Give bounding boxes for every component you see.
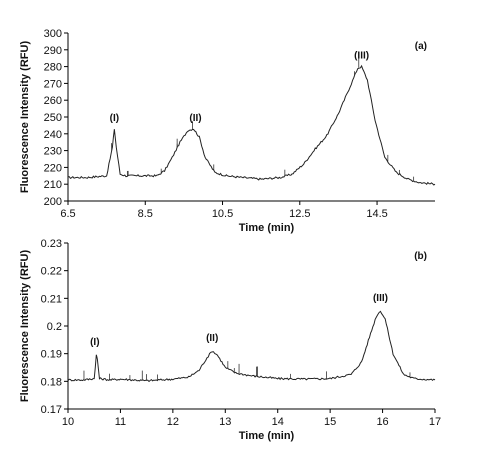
y-tick-label: 0.21 — [41, 293, 62, 305]
y-tick-label: 250 — [44, 112, 62, 124]
x-tick-label: 11 — [115, 416, 126, 428]
panel-label: (a) — [415, 41, 427, 52]
x-tick-label: 16 — [376, 416, 388, 428]
y-tick-label: 0.19 — [41, 349, 62, 361]
x-tick-label: 10 — [62, 416, 74, 428]
x-tick-label: 14 — [272, 416, 284, 428]
y-tick-label: 0.23 — [41, 238, 62, 250]
y-tick-label: 0.18 — [41, 376, 62, 388]
x-tick-label: 17 — [429, 416, 441, 428]
peak-label: (III) — [354, 51, 369, 62]
x-tick-label: 14.5 — [366, 208, 387, 220]
peak-label: (II) — [206, 333, 218, 344]
y-tick-label: 290 — [44, 45, 62, 57]
x-axis-label: Time (min) — [239, 430, 295, 442]
x-tick-label: 10.5 — [212, 208, 233, 220]
y-tick-label: 300 — [44, 28, 62, 40]
chromatogram-trace — [67, 310, 436, 383]
y-tick-label: 200 — [44, 196, 62, 208]
chromatogram-trace — [67, 64, 436, 186]
panel-label: (b) — [414, 251, 427, 262]
panel-a: 200 210 220 230 240 250 260 270 280 290 300 6.5 8.5 1… — [19, 28, 436, 234]
x-tick-label: 13 — [219, 416, 231, 428]
x-tick-label: 6.5 — [60, 208, 75, 220]
y-tick-label: 240 — [44, 129, 62, 141]
y-axis-label: Fluorescence Intensity (RFU) — [19, 41, 31, 194]
x-axis-label: Time (min) — [239, 222, 295, 234]
y-tick-label: 210 — [44, 179, 62, 191]
y-tick-label: 0.22 — [41, 266, 62, 278]
y-tick-label: 280 — [44, 62, 62, 74]
panel-b: 0.17 0.18 0.19 0.2 0.21 0.22 0.23 10 11 12 13 14 15 1… — [19, 238, 441, 442]
y-tick-label: 260 — [44, 95, 62, 107]
peak-label: (II) — [189, 113, 201, 124]
peak-label: (I) — [90, 337, 99, 348]
y-tick-label: 230 — [44, 146, 62, 158]
x-tick-label: 12 — [167, 416, 179, 428]
y-tick-label: 270 — [44, 78, 62, 90]
y-tick-label: 220 — [44, 162, 62, 174]
peak-label: (I) — [110, 113, 119, 124]
y-axis-label: Fluorescence Intensity (RFU) — [19, 250, 31, 403]
peak-label: (III) — [373, 293, 388, 304]
x-tick-label: 8.5 — [138, 208, 153, 220]
y-tick-label: 0.2 — [47, 321, 62, 333]
x-tick-label: 12.5 — [289, 208, 310, 220]
y-tick-label: 0.17 — [41, 404, 62, 416]
x-tick-label: 15 — [324, 416, 336, 428]
